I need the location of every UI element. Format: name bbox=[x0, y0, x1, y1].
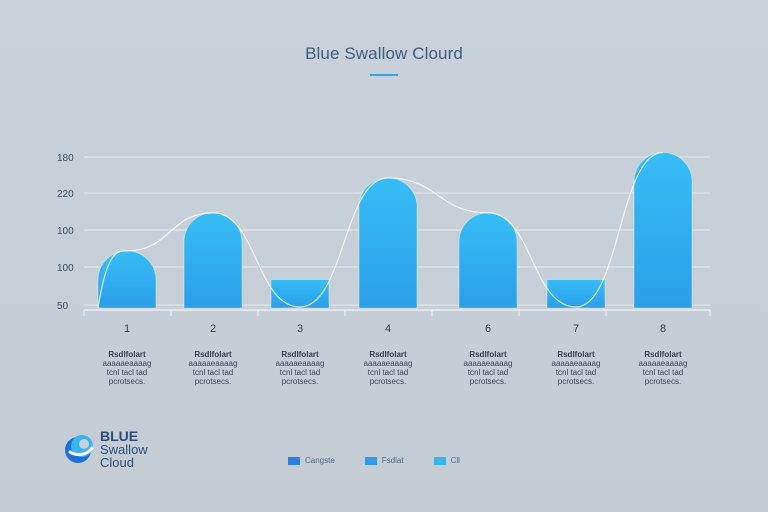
bar-caption-title: Rsdlfolart bbox=[281, 350, 319, 359]
bar-caption-title: Rsdlfolart bbox=[557, 350, 595, 359]
title-underline bbox=[370, 74, 398, 76]
legend-label-2: Fsdlat bbox=[381, 456, 404, 465]
y-tick-label: 50 bbox=[57, 301, 69, 312]
chart-legend: Cangste Fsdlat Cll bbox=[288, 456, 490, 465]
bar-caption: Rsdlfolart aaaaaeaaaag tcnl tacl tad pcrots… bbox=[348, 350, 428, 386]
y-tick-label: 100 bbox=[57, 226, 74, 237]
y-tick-label: 180 bbox=[57, 153, 74, 164]
bar-6 bbox=[458, 212, 518, 309]
bar-caption-line: tcnl tacl tad bbox=[106, 368, 148, 377]
bar-caption-line: pcrotsecs. bbox=[557, 377, 595, 386]
bar-caption: Rsdlfolart aaaaaeaaaag tcnl tacl tad pcrots… bbox=[536, 350, 616, 386]
x-tick-label: 7 bbox=[573, 323, 579, 335]
bar-caption-title: Rsdlfolart bbox=[194, 350, 232, 359]
bar-caption-title: Rsdlfolart bbox=[369, 350, 407, 359]
legend-swatch-3 bbox=[433, 456, 446, 465]
bar-caption-line: pcrotsecs. bbox=[194, 377, 232, 386]
bar-caption-line: pcrotsecs. bbox=[469, 377, 507, 386]
bar-caption-line: pcrotsecs. bbox=[281, 377, 319, 386]
bar-caption-line: tcnl tacl tad bbox=[192, 368, 234, 377]
bar-caption: Rsdlfolart aaaaaeaaaag tcnl tacl tad pcrots… bbox=[448, 350, 528, 386]
legend-swatch-1 bbox=[288, 456, 300, 465]
bar-caption-line: aaaaaeaaaag bbox=[463, 359, 513, 368]
legend-label-3: Cll bbox=[450, 456, 460, 465]
y-tick-label: 220 bbox=[57, 189, 74, 200]
legend-label-1: Cangste bbox=[305, 456, 335, 465]
bar-caption-line: tcnl tacl tad bbox=[642, 368, 684, 377]
bar-caption: Rsdlfolart aaaaaeaaaag tcnl tacl tad pcrots… bbox=[87, 350, 167, 386]
bar-caption-line: pcrotsecs. bbox=[108, 377, 146, 386]
logo-line-3: Cloud bbox=[100, 455, 134, 470]
x-tick-label: 4 bbox=[385, 323, 391, 335]
bar-caption-line: aaaaaeaaaag bbox=[638, 359, 688, 368]
bar-caption-line: tcnl tacl tad bbox=[279, 368, 321, 377]
bar-caption: Rsdlfolart aaaaaeaaaag tcnl tacl tad pcrots… bbox=[623, 350, 703, 386]
swallow-logo-icon bbox=[65, 435, 94, 463]
bar-caption-line: pcrotsecs. bbox=[644, 377, 682, 386]
bar-4 bbox=[358, 177, 418, 309]
bar-1 bbox=[97, 250, 157, 309]
bar-caption-title: Rsdlfolart bbox=[644, 350, 682, 359]
bar-caption-line: aaaaaeaaaag bbox=[188, 359, 238, 368]
x-tick-label: 6 bbox=[485, 323, 491, 335]
x-tick-label: 2 bbox=[210, 323, 216, 335]
bar-caption-line: tcnl tacl tad bbox=[555, 368, 597, 377]
bar-caption-line: tcnl tacl tad bbox=[367, 368, 409, 377]
legend-item-1: Cangste bbox=[288, 456, 335, 465]
bar-caption-line: aaaaaeaaaag bbox=[102, 359, 152, 368]
bar-3 bbox=[270, 278, 330, 309]
legend-swatch-2 bbox=[364, 456, 377, 465]
bar-chart: 180 220 100 100 50 1 2 3 4 6 7 8 bbox=[57, 151, 711, 335]
bar-caption: Rsdlfolart aaaaaeaaaag tcnl tacl tad pcrots… bbox=[260, 350, 340, 386]
bar-caption-line: aaaaaeaaaag bbox=[551, 359, 601, 368]
bar-caption-line: pcrotsecs. bbox=[369, 377, 407, 386]
bar-caption-title: Rsdlfolart bbox=[108, 350, 146, 359]
bar-caption-title: Rsdlfolart bbox=[469, 350, 507, 359]
legend-item-2: Fsdlat bbox=[364, 456, 404, 465]
y-tick-label: 100 bbox=[57, 263, 74, 274]
bar-caption-line: aaaaaeaaaag bbox=[275, 359, 325, 368]
logo-line-2: Swallow bbox=[100, 442, 148, 457]
bar-2 bbox=[183, 212, 243, 309]
bar-8 bbox=[633, 152, 693, 309]
x-tick-label: 3 bbox=[297, 323, 303, 335]
x-tick-label: 8 bbox=[660, 323, 666, 335]
bar-caption-line: aaaaaeaaaag bbox=[363, 359, 413, 368]
legend-item-3: Cll bbox=[433, 456, 460, 465]
chart-title: Blue Swallow Clourd bbox=[305, 44, 463, 63]
bar-caption-line: tcnl tacl tad bbox=[467, 368, 509, 377]
brand-logo: BLUE Swallow Cloud bbox=[62, 428, 148, 470]
bar-caption: Rsdlfolart aaaaaeaaaag tcnl tacl tad pcrots… bbox=[173, 350, 253, 386]
trend-wave bbox=[97, 151, 664, 309]
x-tick-label: 1 bbox=[124, 323, 130, 335]
logo-line-1: BLUE bbox=[100, 428, 139, 444]
